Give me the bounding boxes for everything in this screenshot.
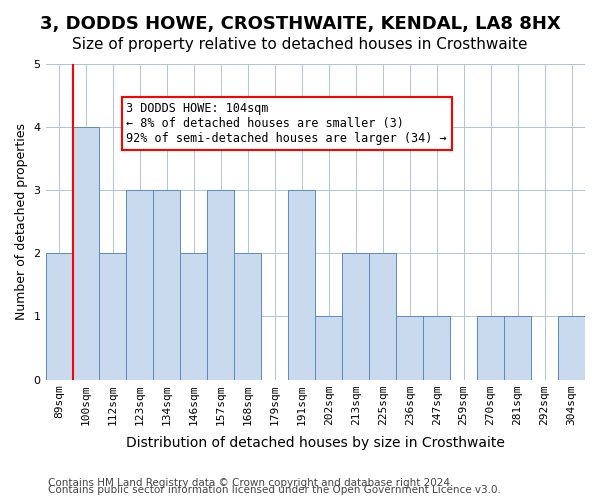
Bar bbox=[208, 190, 235, 380]
Bar bbox=[558, 316, 585, 380]
Bar bbox=[342, 254, 369, 380]
Bar bbox=[504, 316, 531, 380]
Bar bbox=[423, 316, 450, 380]
Bar bbox=[235, 254, 262, 380]
Text: 3 DODDS HOWE: 104sqm
← 8% of detached houses are smaller (3)
92% of semi-detache: 3 DODDS HOWE: 104sqm ← 8% of detached ho… bbox=[127, 102, 447, 145]
Bar bbox=[181, 254, 208, 380]
Bar bbox=[73, 127, 100, 380]
Bar bbox=[100, 254, 127, 380]
Text: 3, DODDS HOWE, CROSTHWAITE, KENDAL, LA8 8HX: 3, DODDS HOWE, CROSTHWAITE, KENDAL, LA8 … bbox=[40, 15, 560, 33]
Y-axis label: Number of detached properties: Number of detached properties bbox=[15, 124, 28, 320]
Bar bbox=[288, 190, 315, 380]
Bar bbox=[396, 316, 423, 380]
Bar bbox=[46, 254, 73, 380]
Text: Size of property relative to detached houses in Crosthwaite: Size of property relative to detached ho… bbox=[72, 38, 528, 52]
Text: Contains public sector information licensed under the Open Government Licence v3: Contains public sector information licen… bbox=[48, 485, 501, 495]
Bar bbox=[477, 316, 504, 380]
X-axis label: Distribution of detached houses by size in Crosthwaite: Distribution of detached houses by size … bbox=[126, 436, 505, 450]
Bar bbox=[127, 190, 154, 380]
Bar bbox=[315, 316, 342, 380]
Bar bbox=[369, 254, 396, 380]
Bar bbox=[154, 190, 181, 380]
Text: Contains HM Land Registry data © Crown copyright and database right 2024.: Contains HM Land Registry data © Crown c… bbox=[48, 478, 454, 488]
